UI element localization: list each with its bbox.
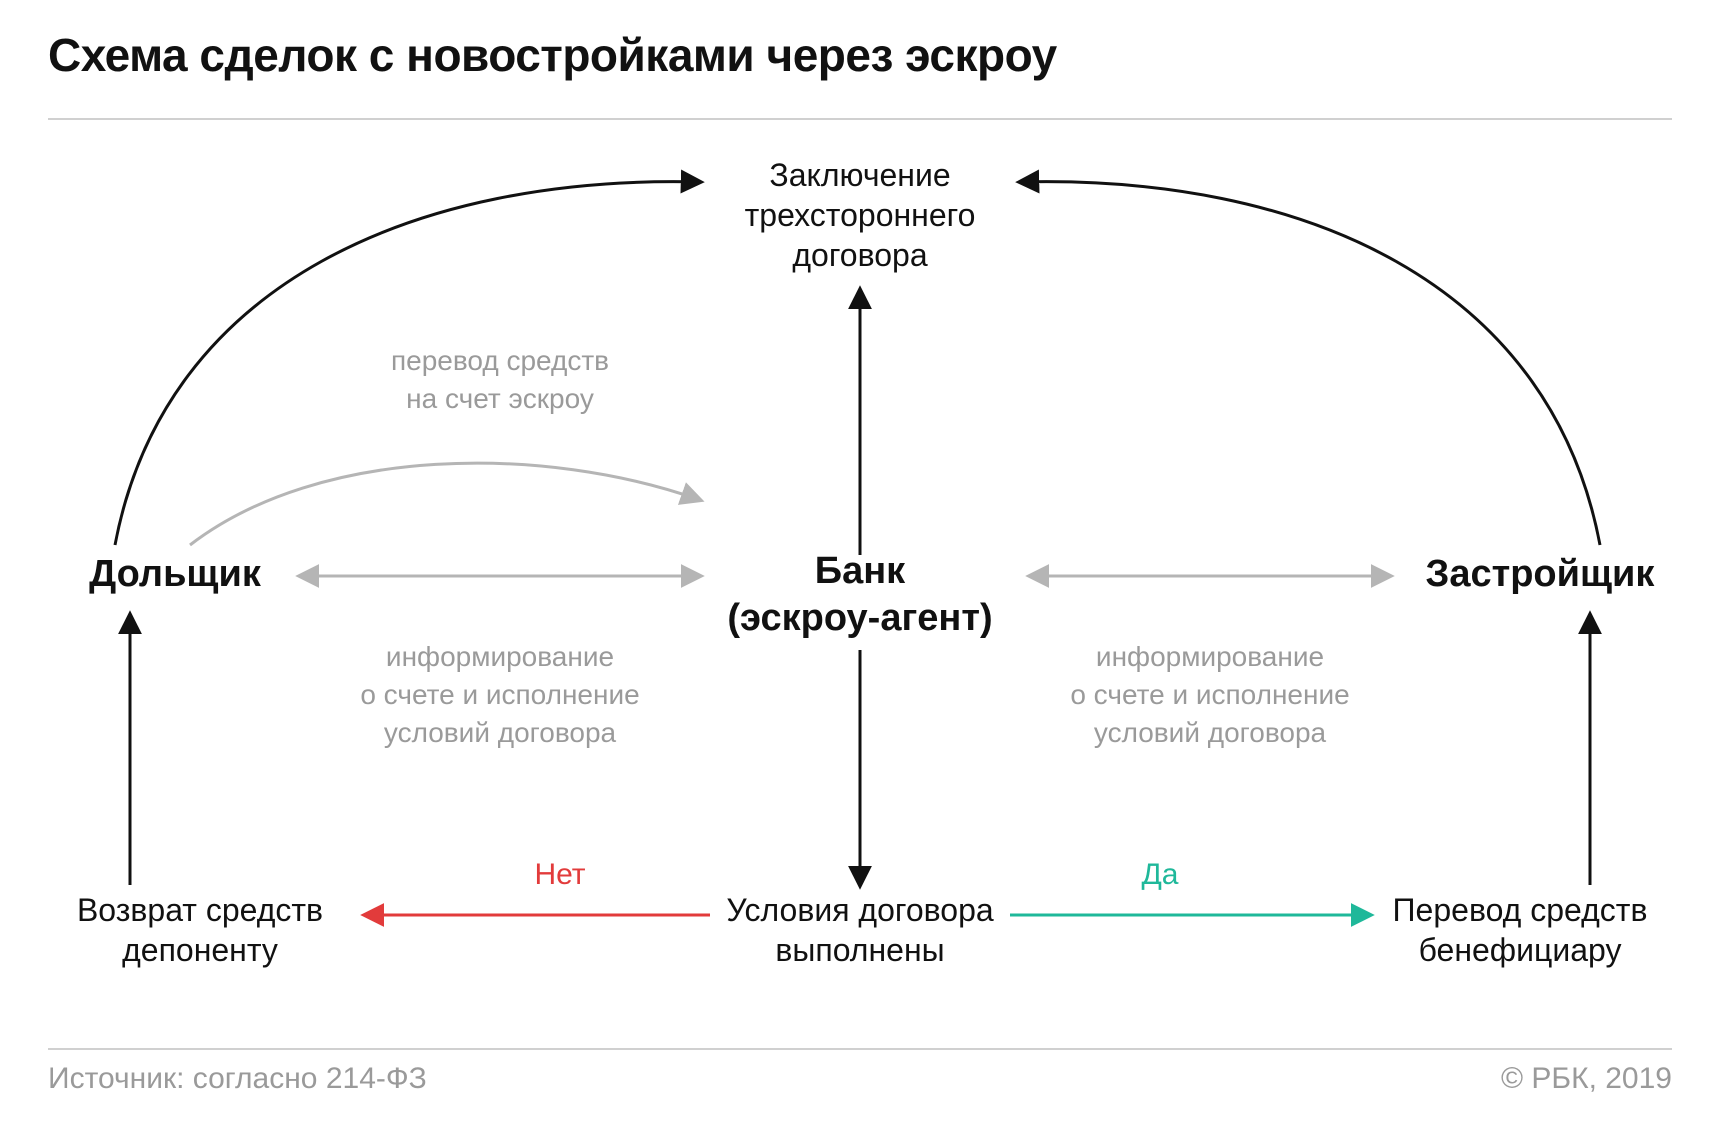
edge-label-info-left: информированиео счете и исполнениеуслови… — [360, 638, 639, 751]
node-refund: Возврат средствдепоненту — [77, 890, 323, 970]
divider-bottom — [48, 1048, 1672, 1050]
chart-title: Схема сделок с новостройками через эскро… — [48, 28, 1057, 82]
node-condition: Условия договоравыполнены — [726, 890, 993, 970]
footer-copyright: © РБК, 2019 — [1501, 1062, 1672, 1096]
node-developer: Застройщик — [1426, 551, 1655, 599]
divider-top — [48, 118, 1672, 120]
edge-label-transfer-funds: перевод средствна счет эскроу — [391, 342, 609, 418]
node-transfer: Перевод средствбенефициару — [1393, 890, 1648, 970]
footer-source: Источник: согласно 214-ФЗ — [48, 1062, 427, 1096]
edge-label-info-right: информированиео счете и исполнениеуслови… — [1070, 638, 1349, 751]
node-contract: Заключениетрехстороннегодоговора — [745, 155, 976, 275]
node-bank: Банк(эскроу-агент) — [727, 548, 992, 643]
edge-label-no: Нет — [534, 855, 585, 896]
edge-label-yes: Да — [1141, 855, 1178, 896]
node-buyer: Дольщик — [89, 551, 261, 599]
